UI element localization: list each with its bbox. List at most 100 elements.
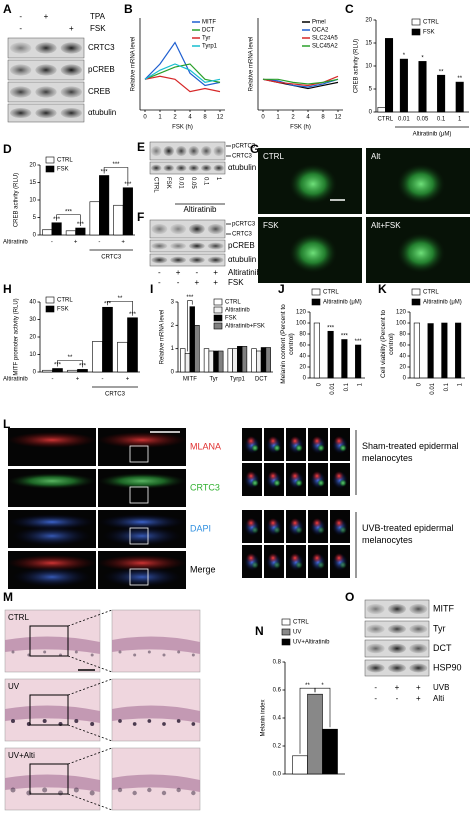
legend-label: SLC24A5 [312,36,338,42]
band-label: MITF [433,603,454,613]
blot-band [388,603,406,615]
bar [117,341,128,373]
legend-swatch [45,165,55,173]
blot-band [35,42,57,54]
bar [341,339,348,379]
blot-band [60,107,82,119]
cell-signal [268,436,278,446]
x-tick-label: 1 [358,382,364,386]
y-tick-label: 10 [365,64,372,70]
x-axis-label: FSK (h) [290,125,311,131]
bar [313,322,320,379]
treatment-sign: - [374,683,377,692]
legend-label: Altiratinib (μM) [323,300,362,306]
legend-swatch [281,628,291,636]
pigment [117,787,123,793]
x-tick-label: 0.05 [417,117,429,123]
bar [384,38,394,113]
y-axis-label: Relative mRNA level [131,37,137,92]
bar [194,325,200,373]
lane-label: FSK [165,177,171,189]
pigment [90,722,95,726]
treatment-name: FSK [228,278,244,287]
bar [260,347,267,373]
legend-swatch [411,298,421,306]
inset-box [129,568,149,586]
x-tick-label: 8 [321,115,325,121]
blot-band [388,624,406,634]
cell-signal [312,553,322,563]
bar [265,347,271,373]
legend-label: CTRL [423,20,439,26]
blot-band [388,643,406,654]
x-tick-label: DCT [255,377,268,383]
cell-signal [251,561,259,569]
legend-swatch [213,322,223,330]
pigment [191,653,195,657]
bar [67,369,78,373]
band-label: pCREB [88,65,115,74]
x-tick-label: 0 [143,115,147,121]
x-tick-label: + [121,240,125,246]
bar [251,348,257,373]
y-tick-label: 80 [399,332,406,338]
inset-box [129,527,149,545]
treatment-sign: + [416,694,421,703]
tissue-signal [12,567,92,587]
significance: *** [341,334,349,340]
x-tick-label: Tyr [209,377,217,383]
legend-label: UV+Altiratinib [293,640,330,646]
band-label: DCT [433,643,452,653]
line [144,63,221,84]
cell [397,164,445,204]
tissue-signal [12,526,92,546]
treatment-name: Altiratinib [184,205,217,214]
y-tick-label: 30 [29,317,36,323]
legend-swatch [411,18,421,26]
bracket [187,300,193,352]
band-label: pCREB [228,241,255,250]
cell-signal [251,479,259,487]
legend-label: CTRL [225,300,241,306]
legend-swatch [311,288,321,296]
x-tick-label: 0.1 [437,117,446,123]
legend-swatch [45,156,55,164]
pigment [89,790,95,796]
legend-label: Pmel [312,20,326,26]
legend-label: Altiratinib (μM) [423,300,462,306]
bar [399,58,408,113]
bar [418,61,427,113]
bar [42,229,53,236]
y-tick-label: 20 [29,163,36,169]
blot-band [189,256,205,264]
bar [77,369,88,373]
pigment [43,650,47,654]
significance: * [403,53,406,59]
bracket [56,214,81,226]
pigment [42,719,47,723]
treatment-sign: + [213,268,218,277]
bar [75,227,86,236]
bar [184,353,191,373]
x-tick-label: 4 [188,115,192,121]
y-axis-label: Melanin index [261,699,267,736]
cell-signal [290,471,300,481]
pigment [147,650,151,654]
blot-band [60,42,82,54]
panel-label: G [250,142,259,156]
bar [92,341,103,373]
blot-band [151,223,168,235]
tissue-signal [98,432,186,448]
x-tick-label: 0.01 [398,117,410,123]
inset-box [29,625,69,657]
y-tick-label: 1 [171,346,175,352]
line [144,63,221,83]
legend-swatch [213,298,223,306]
blot-band [366,643,385,654]
x-tick-label: + [126,377,130,383]
panel-label: J [278,282,285,296]
y-tick-label: 120 [396,310,407,316]
y-axis-label: CREB activity (RLU) [354,39,360,93]
x-axis-label: Altiratinib [3,240,28,246]
panel-label: B [124,2,133,16]
